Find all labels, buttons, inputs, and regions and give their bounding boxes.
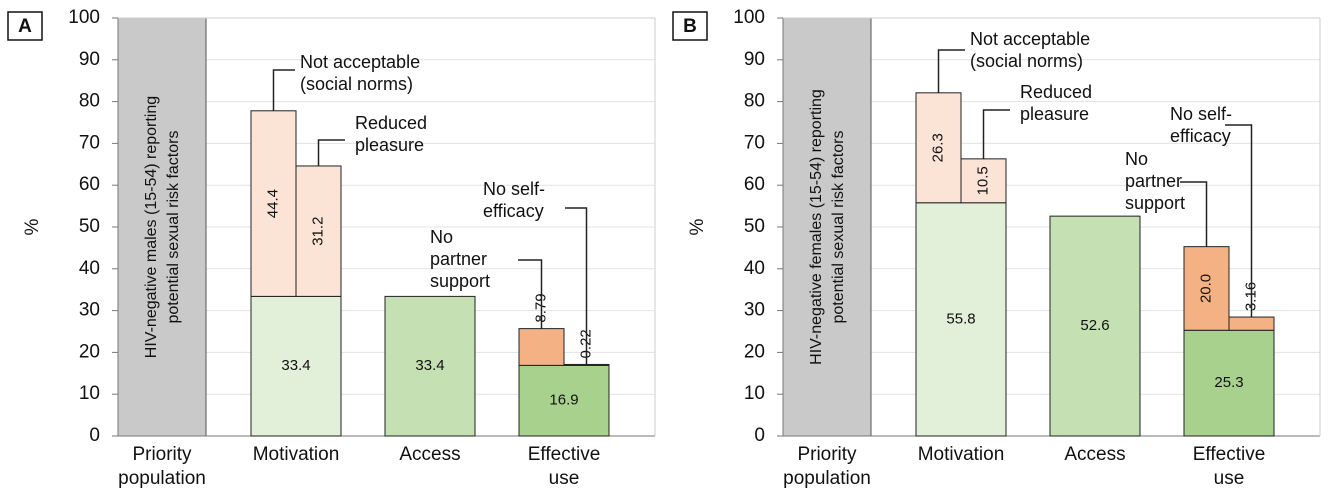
barrier-bar <box>1228 316 1275 331</box>
base-bar <box>250 295 342 437</box>
barrier-label: Not acceptable (social norms) <box>970 29 1090 71</box>
panel-label: A <box>18 16 32 37</box>
y-tick-label: 30 <box>744 300 765 321</box>
x-tick-label: Priority population <box>783 444 871 489</box>
y-axis-label: % <box>22 218 43 235</box>
x-tick-label: Access <box>399 444 460 465</box>
barrier-label: No self-efficacy <box>483 179 545 221</box>
y-tick-label: 0 <box>89 425 100 446</box>
base-bar <box>518 364 610 437</box>
value-label: 33.4 <box>415 357 444 374</box>
value-label: 55.8 <box>946 310 975 327</box>
y-tick-label: 50 <box>79 216 100 237</box>
leader-line <box>1180 181 1208 247</box>
barrier-bar <box>563 363 610 366</box>
y-tick-label: 60 <box>79 174 100 195</box>
x-tick-label: Priority population <box>118 444 206 489</box>
barrier-label: No self-efficacy <box>1170 104 1232 146</box>
population-bar <box>782 17 872 437</box>
y-tick-label: 90 <box>79 49 100 70</box>
panel-label: B <box>683 16 697 37</box>
barrier-bar <box>1183 246 1230 331</box>
base-bar <box>384 295 476 437</box>
barrier-bar <box>295 165 342 297</box>
value-label: 31.2 <box>309 217 326 246</box>
y-tick-label: 0 <box>754 425 765 446</box>
x-tick-label: Motivation <box>253 444 340 465</box>
y-tick-label: 20 <box>744 341 765 362</box>
value-label: 44.4 <box>264 189 281 218</box>
leader-line <box>518 259 543 329</box>
barrier-bar <box>518 328 565 366</box>
leader-line <box>982 109 1010 159</box>
y-tick-label: 80 <box>744 91 765 112</box>
barrier-bar <box>960 158 1007 204</box>
x-tick-label: Access <box>1064 444 1125 465</box>
y-tick-label: 20 <box>79 341 100 362</box>
value-label: 16.9 <box>549 392 578 409</box>
x-tick-label: Effective use <box>1193 444 1266 489</box>
x-tick-label: Motivation <box>918 444 1005 465</box>
leader-line <box>1225 124 1253 318</box>
value-label: 20.0 <box>1197 274 1214 303</box>
barrier-label: No partner support <box>1125 149 1185 213</box>
value-label: 10.5 <box>974 166 991 195</box>
value-label: 26.3 <box>929 133 946 162</box>
y-tick-label: 100 <box>733 7 765 28</box>
y-tick-label: 40 <box>79 258 100 279</box>
barrier-bar <box>915 92 962 204</box>
barrier-label: Reduced pleasure <box>1020 82 1092 124</box>
y-axis-label: % <box>687 218 708 235</box>
y-tick-label: 80 <box>79 91 100 112</box>
y-tick-label: 50 <box>744 216 765 237</box>
value-label: 25.3 <box>1214 374 1243 391</box>
leader-line <box>272 69 295 111</box>
y-tick-label: 10 <box>79 383 100 404</box>
population-label: HIV-negative females (15-54) reporting po… <box>808 89 847 365</box>
panel-label-box <box>7 11 43 41</box>
y-tick-label: 10 <box>744 383 765 404</box>
barrier-label: Not acceptable (social norms) <box>300 52 420 94</box>
y-tick-label: 40 <box>744 258 765 279</box>
leader-line <box>937 49 965 93</box>
value-label: 33.4 <box>281 357 310 374</box>
leader-line <box>565 207 588 365</box>
value-label: 52.6 <box>1080 317 1109 334</box>
population-bar <box>117 17 207 437</box>
barrier-label: No partner support <box>430 227 490 291</box>
base-bar <box>915 202 1007 437</box>
base-bar <box>1049 215 1141 437</box>
population-label: HIV-negative males (15-54) reporting pote… <box>143 96 182 358</box>
y-tick-label: 100 <box>68 7 100 28</box>
x-tick-label: Effective use <box>528 444 601 489</box>
y-tick-label: 70 <box>79 132 100 153</box>
panel-label-box <box>672 11 708 41</box>
y-tick-label: 30 <box>79 300 100 321</box>
barrier-label: Reduced pleasure <box>355 113 427 155</box>
y-tick-label: 70 <box>744 132 765 153</box>
leader-line <box>317 139 345 166</box>
base-bar <box>1183 329 1275 437</box>
y-tick-label: 90 <box>744 49 765 70</box>
y-tick-label: 60 <box>744 174 765 195</box>
